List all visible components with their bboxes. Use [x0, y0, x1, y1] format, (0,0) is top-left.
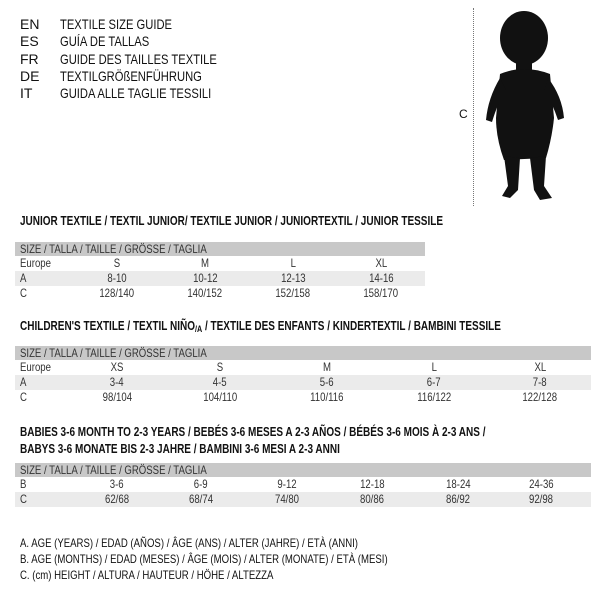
table-cell: 116/122: [417, 390, 451, 404]
legend-c: C. (cm) HEIGHT / ALTURA / HAUTEUR / HÖHE…: [20, 568, 274, 582]
legend-a: A. AGE (YEARS) / EDAD (AÑOS) / ÂGE (ANS)…: [20, 536, 359, 550]
table-cell: 8-10: [107, 271, 127, 285]
table-cell: S: [216, 360, 224, 374]
table-cell: 3-4: [110, 375, 124, 389]
table-cell: 128/140: [99, 286, 135, 300]
babies-title-line2: BABYS 3-6 MONATE BIS 2-3 JAHRE / BAMBINI…: [20, 442, 340, 456]
table-cell: 68/74: [188, 492, 214, 506]
language-code: FR: [20, 50, 39, 67]
row-label: A: [20, 271, 27, 285]
table-cell: 152/158: [275, 286, 311, 300]
language-title: GUIDE DES TAILLES TEXTILE: [60, 50, 217, 67]
table-cell: L: [431, 360, 437, 374]
language-code: IT: [20, 85, 33, 102]
table-cell: M: [201, 256, 209, 270]
table-row: C 98/104 104/110 110/116 116/122 122/128: [15, 390, 591, 405]
row-label: B: [20, 477, 27, 491]
table-cell: 3-6: [110, 477, 124, 491]
table-row: Europe XS S M L XL: [15, 360, 591, 375]
language-code: EN: [20, 16, 40, 32]
table-cell: S: [113, 256, 121, 270]
table-cell: 12-13: [280, 271, 306, 285]
row-label: C: [20, 390, 27, 404]
row-label: Europe: [20, 256, 51, 270]
table-cell: 7-8: [533, 375, 547, 389]
language-code: ES: [20, 33, 39, 50]
table-cell: XL: [534, 360, 546, 374]
table-row: A 3-4 4-5 5-6 6-7 7-8: [15, 375, 591, 390]
figure-label: C: [459, 107, 468, 121]
table-row: C 62/68 68/74 74/80 80/86 86/92 92/98: [15, 492, 591, 507]
row-label: Europe: [20, 360, 51, 374]
table-cell: XL: [375, 256, 387, 270]
table-cell: 9-12: [277, 477, 297, 491]
junior-title: JUNIOR TEXTILE / TEXTIL JUNIOR/ TEXTILE …: [20, 214, 444, 228]
table-cell: XS: [110, 360, 124, 374]
table-cell: 86/92: [445, 492, 471, 506]
table-cell: M: [323, 360, 331, 374]
table-cell: 14-16: [368, 271, 394, 285]
table-row: Europe S M L XL: [15, 256, 425, 271]
language-title: GUIDA ALLE TAGLIE TESSILI: [60, 85, 212, 102]
children-size-table: SIZE / TALLA / TAILLE / GRÖSSE / TAGLIA …: [15, 346, 591, 405]
table-cell: 92/98: [528, 492, 554, 506]
row-label: C: [20, 492, 27, 506]
size-header: SIZE / TALLA / TAILLE / GRÖSSE / TAGLIA: [15, 463, 591, 477]
language-title: TEXTILE SIZE GUIDE: [60, 16, 173, 32]
baby-silhouette-icon: [486, 11, 564, 200]
table-cell: 110/116: [310, 390, 344, 404]
table-cell: 10-12: [192, 271, 218, 285]
table-cell: 6-7: [427, 375, 441, 389]
size-header: SIZE / TALLA / TAILLE / GRÖSSE / TAGLIA: [15, 346, 591, 360]
table-cell: 140/152: [187, 286, 223, 300]
table-cell: 62/68: [104, 492, 130, 506]
language-code: DE: [20, 67, 40, 84]
language-title: GUÍA DE TALLAS: [60, 33, 150, 50]
table-row: A 8-10 10-12 12-13 14-16: [15, 271, 425, 286]
table-cell: L: [290, 256, 296, 270]
table-cell: 6-9: [194, 477, 208, 491]
height-indicator-line: [473, 8, 474, 206]
children-title: CHILDREN'S TEXTILE / TEXTIL NIÑO/A / TEX…: [20, 319, 501, 334]
table-cell: 4-5: [213, 375, 227, 389]
size-header: SIZE / TALLA / TAILLE / GRÖSSE / TAGLIA: [15, 242, 425, 256]
row-label: A: [20, 375, 27, 389]
babies-title-line1: BABIES 3-6 MONTH TO 2-3 YEARS / BEBÉS 3-…: [20, 425, 486, 439]
table-cell: 18-24: [445, 477, 471, 491]
table-row: B 3-6 6-9 9-12 12-18 18-24 24-36: [15, 477, 591, 492]
table-cell: 98/104: [102, 390, 132, 404]
table-cell: 80/86: [359, 492, 385, 506]
language-title: TEXTILGRÖßENFÜHRUNG: [60, 67, 202, 84]
row-label: C: [20, 286, 27, 300]
table-cell: 74/80: [274, 492, 300, 506]
legend-b: B. AGE (MONTHS) / EDAD (MESES) / ÂGE (MO…: [20, 552, 388, 566]
table-cell: 104/110: [203, 390, 237, 404]
babies-size-table: SIZE / TALLA / TAILLE / GRÖSSE / TAGLIA …: [15, 463, 591, 507]
junior-size-table: SIZE / TALLA / TAILLE / GRÖSSE / TAGLIA …: [15, 242, 425, 301]
table-cell: 24-36: [528, 477, 554, 491]
table-cell: 122/128: [522, 390, 558, 404]
table-row: C 128/140 140/152 152/158 158/170: [15, 286, 425, 301]
table-cell: 158/170: [363, 286, 399, 300]
table-cell: 12-18: [359, 477, 385, 491]
table-cell: 5-6: [320, 375, 334, 389]
